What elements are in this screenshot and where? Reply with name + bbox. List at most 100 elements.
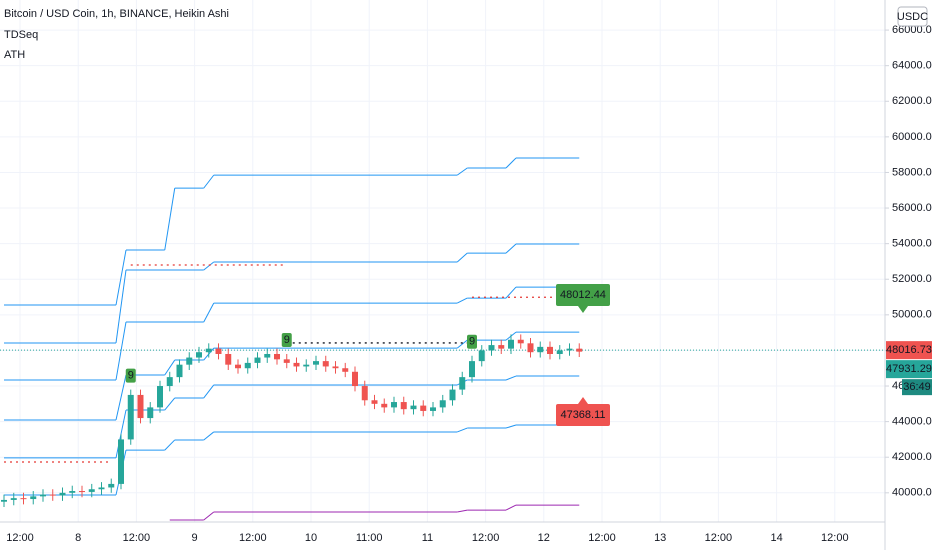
candle-body (254, 357, 261, 363)
y-tick-label: 64000.00 (892, 60, 932, 72)
y-tick-label: 60000.00 (892, 131, 932, 143)
step-connector (505, 375, 517, 381)
close-price-box (886, 360, 932, 379)
x-tick-label: 12:00 (705, 532, 733, 544)
candle-body (205, 348, 212, 353)
candle-body (1, 499, 7, 502)
step-connector (457, 509, 468, 513)
candle-body (137, 394, 144, 419)
step-connector (115, 374, 127, 421)
step-connector (505, 504, 517, 511)
grid (0, 0, 885, 522)
candle-body (478, 350, 485, 362)
x-tick-label: 12 (538, 532, 550, 544)
step-connector (203, 511, 215, 521)
candle-body (186, 357, 193, 365)
candle-body (469, 361, 475, 378)
step-connector (456, 252, 468, 263)
candle-body (391, 402, 397, 408)
y-tick-label: 42000.00 (892, 451, 932, 463)
candle-body (283, 359, 290, 363)
y-tick-label: 40000.00 (892, 487, 932, 499)
candle-body (264, 353, 271, 358)
step-connector (456, 167, 468, 176)
callout-arrow (578, 306, 588, 313)
indicator-name[interactable]: TDSeq (4, 29, 38, 41)
candle-body (235, 364, 241, 369)
candle-body (166, 377, 173, 387)
candle-body (88, 489, 95, 492)
candle-body (79, 491, 85, 493)
candle-body (508, 339, 514, 349)
countdown-label: 36:49 (903, 381, 931, 393)
candle-body (322, 361, 329, 367)
candle-body (498, 345, 505, 349)
step-connector (164, 359, 176, 376)
last-price-label: 48016.73 (886, 344, 932, 356)
step-connector (115, 321, 127, 381)
candle-body (449, 389, 456, 401)
x-tick-label: 13 (654, 532, 666, 544)
candle-body (293, 362, 300, 367)
x-tick-label: 11 (422, 532, 433, 544)
candle-body (332, 366, 339, 369)
td-marker (281, 332, 292, 347)
candle-body (400, 402, 407, 410)
x-tick-label: 8 (75, 532, 81, 544)
step-connector (457, 297, 468, 304)
x-tick-label: 12:00 (123, 532, 151, 544)
y-tick-label: 50000.00 (892, 309, 932, 321)
candle-body (59, 492, 66, 496)
step-connector (164, 188, 176, 251)
indicator-name[interactable]: ATH (4, 49, 25, 61)
y-tick-label: 54000.00 (892, 238, 932, 250)
x-tick-label: 12:00 (6, 532, 34, 544)
step-connector (203, 261, 215, 271)
candle-body (342, 368, 349, 372)
candle-body (439, 400, 446, 408)
currency-button[interactable] (897, 6, 928, 27)
step-connector (203, 431, 215, 441)
callout-label: 47368.11 (560, 409, 605, 421)
currency-label[interactable]: USDC (897, 11, 928, 23)
step-connector (115, 249, 127, 306)
countdown-box (902, 379, 932, 396)
candle-body (69, 491, 76, 493)
candle-body (537, 346, 544, 353)
candle-body (176, 364, 183, 378)
td-marker (125, 368, 136, 383)
td-marker-label: 9 (128, 369, 134, 381)
candle-body (430, 407, 436, 411)
overlay: 48012.44 47368.11 48016.73 47931.29 36:49 (556, 284, 932, 426)
x-tick-label: 9 (192, 532, 198, 544)
candle-body (10, 498, 17, 500)
chart-title: Bitcoin / USD Coin, 1h, BINANCE, Heikin … (4, 8, 229, 20)
candle-body (196, 352, 202, 358)
candle-body (488, 345, 495, 351)
step-connector (505, 157, 517, 169)
step-connector (456, 339, 468, 349)
candle-body (98, 487, 105, 490)
candle-body (127, 394, 134, 440)
callout-label: 48012.44 (560, 289, 606, 301)
last-price-box (886, 341, 932, 360)
step-connector (203, 384, 215, 399)
td-marker-label: 9 (469, 336, 475, 348)
candle-body (303, 364, 310, 367)
candle-body (118, 439, 124, 484)
x-tick-label: 12:00 (472, 532, 500, 544)
candle-body (108, 483, 115, 488)
callout-arrow (578, 397, 588, 404)
y-tick-label: 44000.00 (892, 416, 932, 428)
callout-box (556, 404, 610, 426)
step-connector (203, 302, 215, 323)
candle-body (527, 343, 534, 353)
candle-body (361, 386, 368, 401)
x-tick-label: 11:00 (356, 532, 383, 544)
candle-body (215, 348, 222, 354)
step-connector (505, 243, 517, 254)
step-connector (115, 409, 127, 459)
x-tick-label: 12:00 (239, 532, 267, 544)
